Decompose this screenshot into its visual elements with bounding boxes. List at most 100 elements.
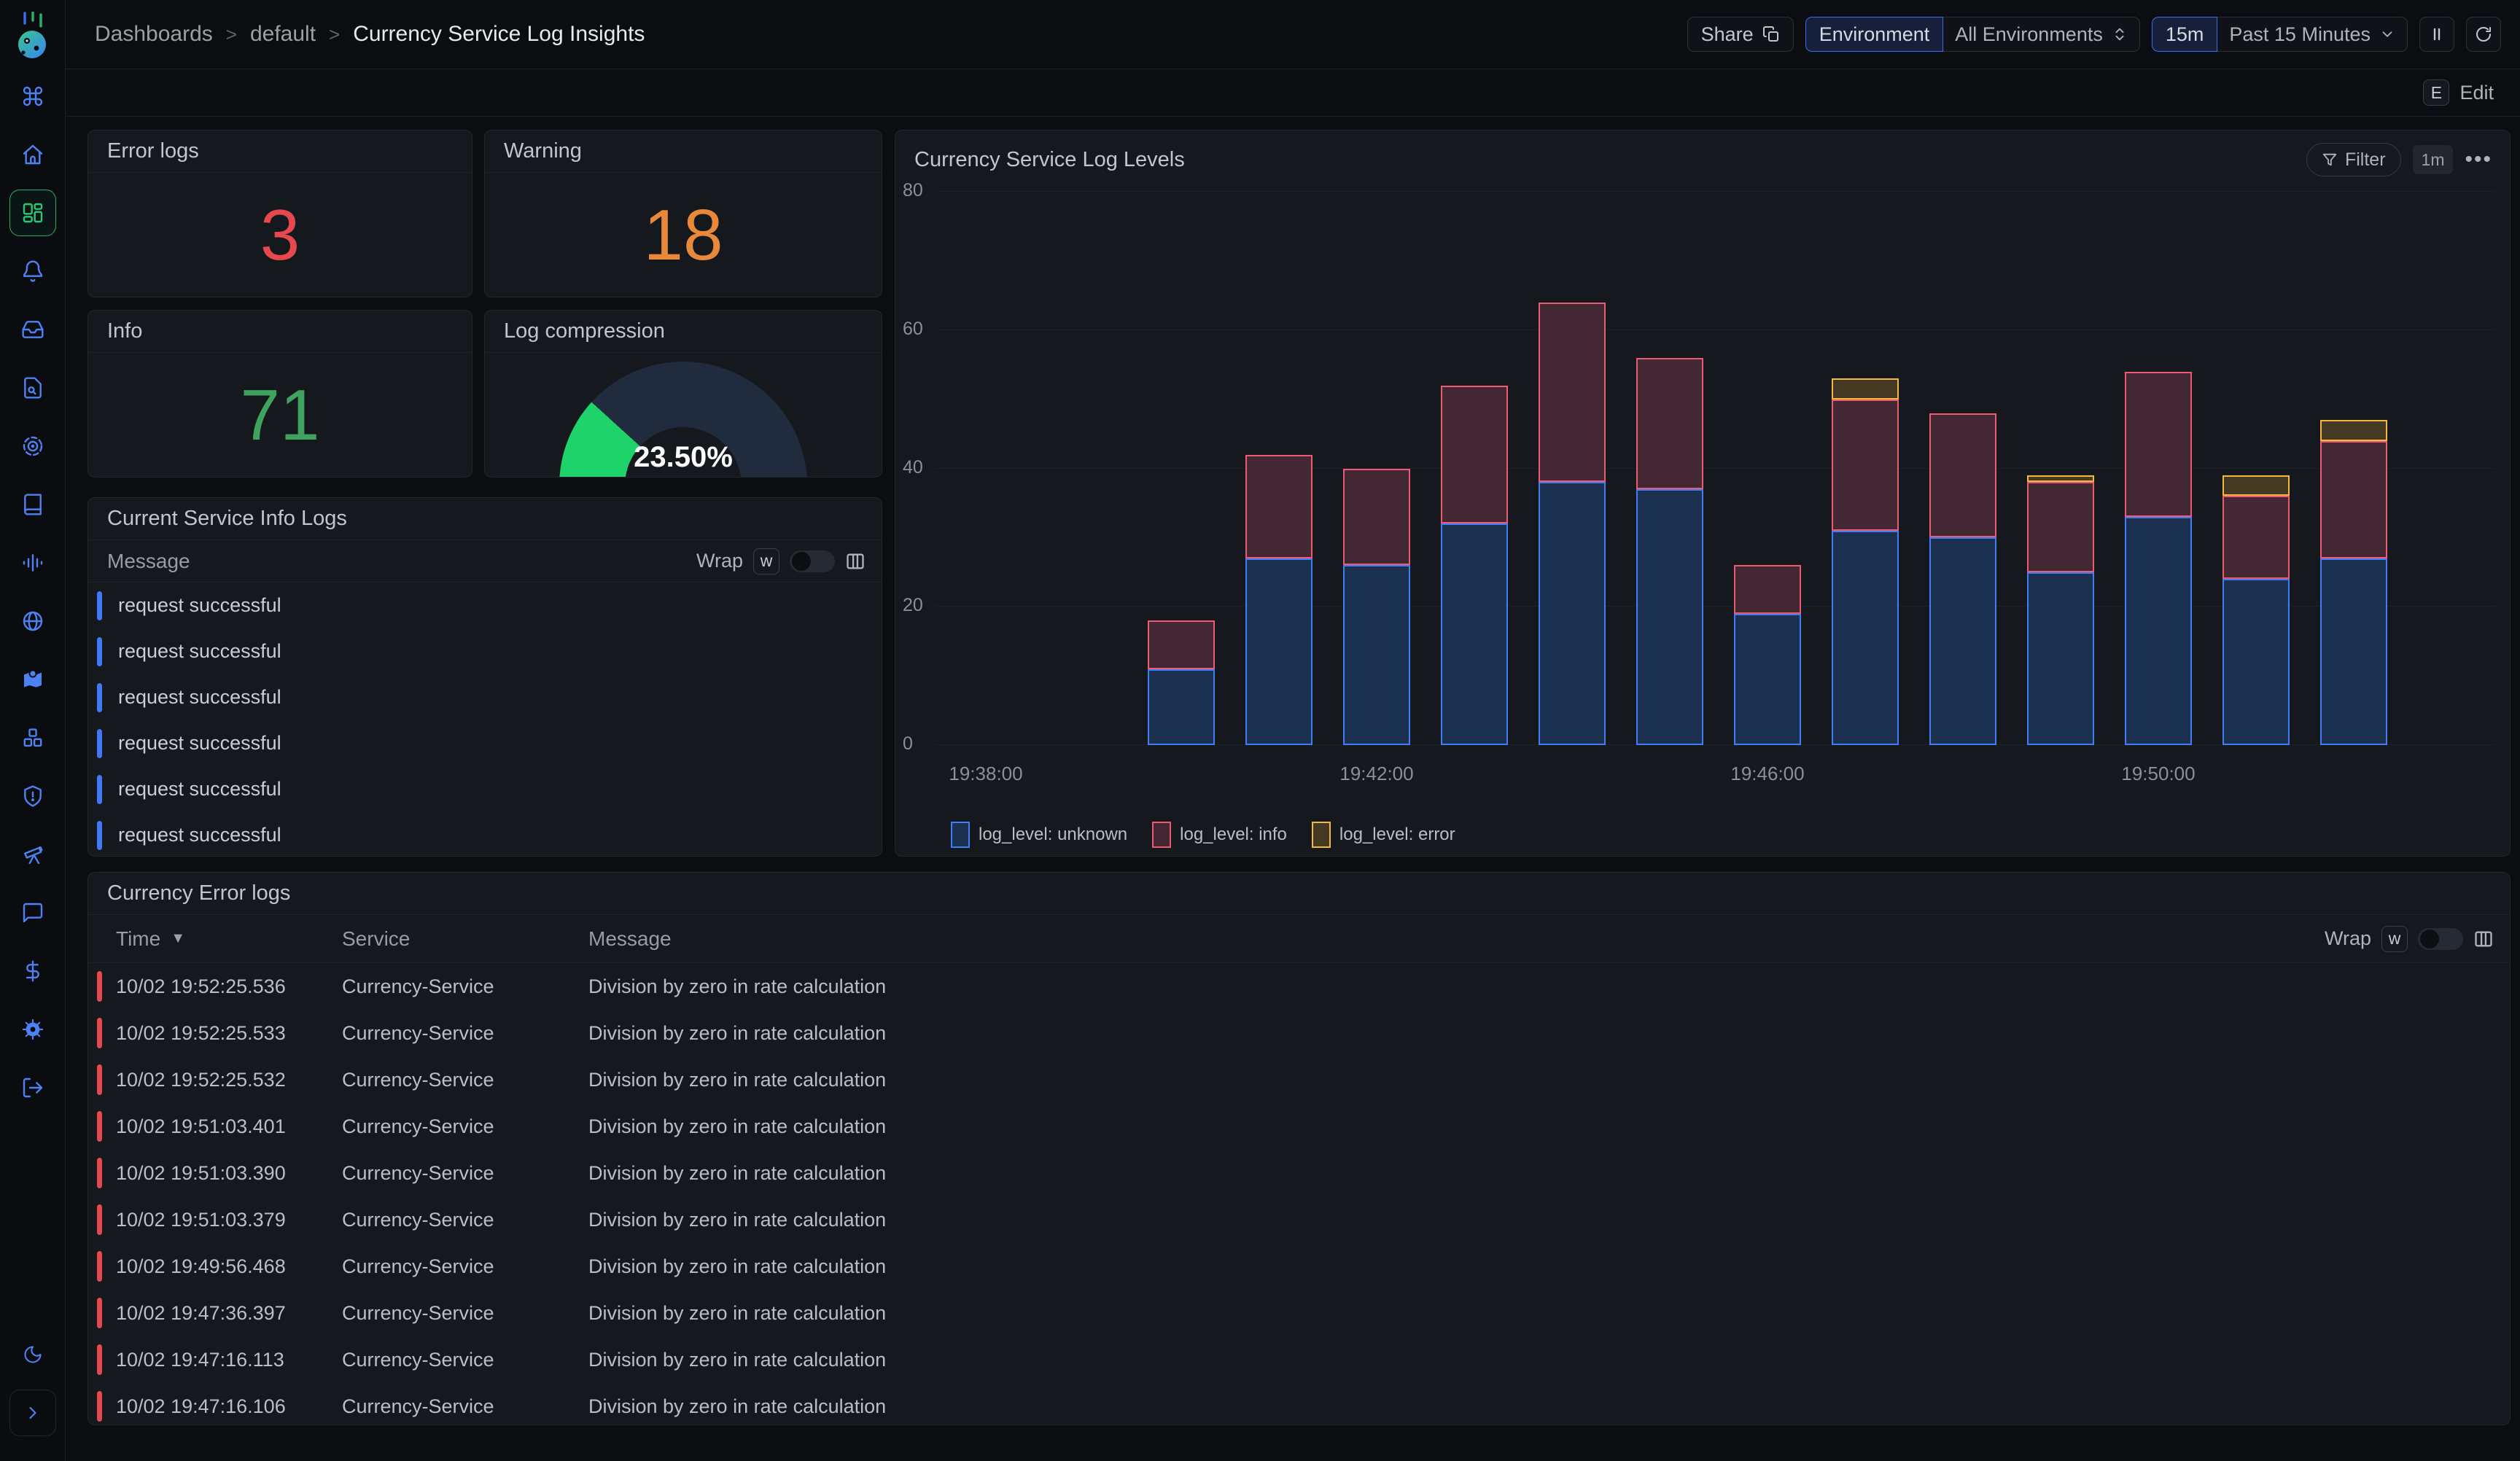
error-log-row[interactable]: 10/02 19:47:16.106 Currency-Service Divisi… — [88, 1383, 2510, 1425]
time-range-selector[interactable]: 15m Past 15 Minutes — [2151, 17, 2408, 52]
bar-segment — [2320, 440, 2387, 558]
sidebar-item-logs-explorer[interactable] — [9, 365, 56, 411]
wrap-toggle[interactable] — [2418, 927, 2463, 950]
column-header-message: Message — [588, 927, 672, 950]
sidebar-expand-sidebar[interactable] — [9, 1390, 56, 1436]
sidebar-item-alerts[interactable] — [9, 248, 56, 295]
sidebar-item-logout[interactable] — [9, 1064, 56, 1111]
stacked-bar-19:44 — [1539, 302, 1606, 745]
alerts-icon — [21, 260, 44, 283]
exceptions-icon — [21, 784, 44, 808]
error-level-indicator — [97, 971, 102, 1002]
gridline — [936, 467, 2495, 469]
columns-icon[interactable] — [845, 551, 866, 572]
theme-toggle-icon — [23, 1344, 43, 1365]
legend-item[interactable]: log_level: unknown — [951, 822, 1127, 848]
error-log-row[interactable]: 10/02 19:47:36.397 Currency-Service Divisi… — [88, 1290, 2510, 1336]
log-message: request successful — [118, 686, 281, 708]
bar-segment — [1343, 565, 1410, 745]
error-table-header: Time ▼ Service Message Wrap w — [88, 915, 2510, 963]
topbar-controls: Share Environment All Environments — [1687, 17, 2501, 52]
bar-segment — [2027, 572, 2094, 745]
error-log-row[interactable]: 10/02 19:52:25.536 Currency-Service Divisi… — [88, 963, 2510, 1010]
error-log-row[interactable]: 10/02 19:49:56.468 Currency-Service Divisi… — [88, 1243, 2510, 1290]
error-log-row[interactable]: 10/02 19:51:03.401 Currency-Service Divisi… — [88, 1103, 2510, 1150]
sidebar-item-dashboards[interactable] — [9, 190, 56, 236]
sidebar-item-service-map[interactable] — [9, 656, 56, 703]
columns-icon[interactable] — [2473, 929, 2494, 949]
settings-icon — [21, 1018, 44, 1041]
bar-segment — [1929, 413, 1996, 538]
stacked-bar-19:41 — [1245, 454, 1312, 745]
sidebar-item-docs[interactable] — [9, 481, 56, 528]
error-log-row[interactable]: 10/02 19:52:25.532 Currency-Service Divisi… — [88, 1056, 2510, 1103]
pause-refresh-button[interactable] — [2419, 17, 2454, 52]
environment-value[interactable]: All Environments — [1943, 17, 2140, 52]
sidebar-item-billing[interactable] — [9, 948, 56, 994]
sidebar-item-explore[interactable] — [9, 831, 56, 878]
sidebar-item-command-menu[interactable] — [9, 73, 56, 120]
y-axis-tick: 60 — [903, 318, 923, 339]
panel-menu-button[interactable]: ••• — [2465, 147, 2492, 171]
error-logs-value: 3 — [260, 194, 300, 275]
cell-time: 10/02 19:47:36.397 — [116, 1301, 286, 1324]
sidebar-item-settings[interactable] — [9, 1006, 56, 1053]
info-log-row[interactable]: request successful — [88, 674, 882, 720]
sidebar-item-exceptions[interactable] — [9, 773, 56, 819]
sidebar-item-globe[interactable] — [9, 598, 56, 644]
share-button[interactable]: Share — [1687, 17, 1794, 52]
log-level-indicator — [97, 774, 102, 804]
wrap-toggle[interactable] — [790, 550, 835, 572]
sidebar-item-metrics[interactable] — [9, 539, 56, 586]
error-level-indicator — [97, 1391, 102, 1422]
time-range-value[interactable]: Past 15 Minutes — [2217, 17, 2408, 52]
error-level-indicator — [97, 1344, 102, 1375]
legend-swatch — [1311, 822, 1331, 848]
sidebar-item-integrations[interactable] — [9, 714, 56, 761]
pause-icon — [2428, 26, 2446, 43]
cell-time: 10/02 19:49:56.468 — [116, 1255, 286, 1277]
stacked-bar-19:49 — [2027, 475, 2094, 745]
error-log-row[interactable]: 10/02 19:51:03.379 Currency-Service Divisi… — [88, 1196, 2510, 1243]
panel-info: Info 71 — [88, 310, 472, 478]
sidebar-item-inbox[interactable] — [9, 306, 56, 353]
error-log-row[interactable]: 10/02 19:47:16.113 Currency-Service Divisi… — [88, 1336, 2510, 1383]
bar-segment — [1734, 613, 1801, 745]
time-range-short: 15m — [2151, 17, 2218, 52]
sidebar-item-traces[interactable] — [9, 423, 56, 470]
info-log-row[interactable]: request successful — [88, 812, 882, 856]
refresh-button[interactable] — [2466, 17, 2501, 52]
breadcrumb-dashboards[interactable]: Dashboards — [95, 22, 213, 46]
bar-segment — [2125, 516, 2192, 745]
cell-time: 10/02 19:51:03.401 — [116, 1115, 286, 1137]
panel-log-compression: Log compression 23.50% — [484, 310, 882, 478]
cell-service: Currency-Service — [342, 1021, 494, 1044]
stacked-bar-19:42 — [1343, 468, 1410, 745]
sidebar-item-home[interactable] — [9, 131, 56, 178]
edit-button[interactable]: Edit — [2459, 81, 2494, 104]
legend-item[interactable]: log_level: error — [1311, 822, 1455, 848]
info-log-row[interactable]: request successful — [88, 720, 882, 766]
environment-selector[interactable]: Environment All Environments — [1805, 17, 2140, 52]
signoz-logo — [15, 10, 51, 60]
chart-header: Currency Service Log Levels Filter 1m ••… — [895, 130, 2510, 182]
bar-segment — [2320, 420, 2387, 441]
breadcrumb-separator: > — [225, 23, 237, 45]
error-log-row[interactable]: 10/02 19:52:25.533 Currency-Service Divisi… — [88, 1010, 2510, 1056]
bar-segment — [1441, 523, 1508, 745]
sidebar-theme-toggle[interactable] — [9, 1331, 56, 1378]
wrap-label: Wrap — [696, 550, 743, 572]
legend-swatch — [1152, 822, 1172, 848]
info-log-row[interactable]: request successful — [88, 583, 882, 628]
error-level-indicator — [97, 1204, 102, 1235]
sidebar-item-support-chat[interactable] — [9, 889, 56, 936]
column-header-message: Message — [107, 549, 190, 572]
info-log-row[interactable]: request successful — [88, 628, 882, 674]
breadcrumb-default[interactable]: default — [249, 22, 316, 46]
legend-item[interactable]: log_level: info — [1152, 822, 1287, 848]
column-header-time[interactable]: Time ▼ — [116, 927, 185, 950]
error-log-row[interactable]: 10/02 19:51:03.390 Currency-Service Divisi… — [88, 1150, 2510, 1196]
info-log-row[interactable]: request successful — [88, 766, 882, 812]
main-area: Dashboards > default > Currency Service … — [66, 0, 2520, 1461]
filter-button[interactable]: Filter — [2306, 143, 2401, 176]
